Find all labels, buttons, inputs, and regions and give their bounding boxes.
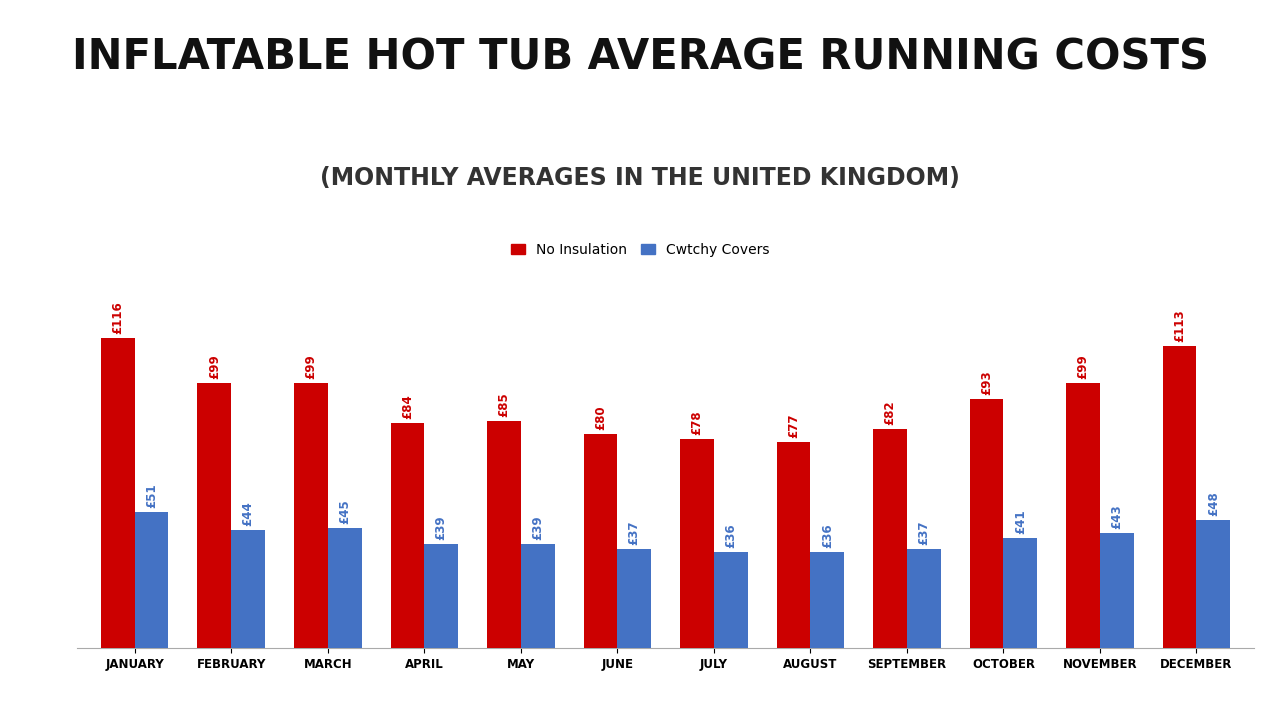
Text: £44: £44 — [242, 502, 255, 526]
Text: £37: £37 — [918, 521, 931, 545]
Text: £99: £99 — [207, 354, 221, 379]
Bar — [486, 420, 521, 648]
Bar — [680, 439, 714, 648]
Bar — [873, 428, 908, 648]
Text: £84: £84 — [401, 395, 413, 419]
Text: (MONTHLY AVERAGES IN THE UNITED KINGDOM): (MONTHLY AVERAGES IN THE UNITED KINGDOM) — [320, 166, 960, 189]
Legend: No Insulation, Cwtchy Covers: No Insulation, Cwtchy Covers — [506, 238, 774, 263]
Bar — [197, 383, 232, 648]
Text: £43: £43 — [1110, 505, 1124, 529]
Text: £37: £37 — [627, 521, 641, 545]
Text: INFLATABLE HOT TUB AVERAGE RUNNING COSTS: INFLATABLE HOT TUB AVERAGE RUNNING COSTS — [72, 36, 1208, 78]
Bar — [584, 434, 617, 648]
Bar — [1004, 539, 1037, 648]
Bar — [810, 552, 845, 648]
Bar — [970, 400, 1004, 648]
Bar — [1066, 383, 1100, 648]
Text: £36: £36 — [724, 523, 737, 548]
Text: £41: £41 — [1014, 510, 1027, 534]
Text: £113: £113 — [1172, 309, 1187, 342]
Text: £82: £82 — [883, 400, 896, 425]
Bar — [1100, 533, 1134, 648]
Text: £45: £45 — [338, 499, 351, 523]
Text: £80: £80 — [594, 405, 607, 430]
Bar — [714, 552, 748, 648]
Text: £99: £99 — [1076, 354, 1089, 379]
Text: £51: £51 — [145, 483, 159, 508]
Text: £99: £99 — [305, 354, 317, 379]
Bar — [294, 383, 328, 648]
Text: £36: £36 — [820, 523, 833, 548]
Bar — [1162, 346, 1197, 648]
Text: £39: £39 — [531, 515, 544, 540]
Bar — [521, 544, 554, 648]
Bar — [617, 549, 652, 648]
Bar — [134, 512, 169, 648]
Bar — [424, 544, 458, 648]
Bar — [328, 528, 361, 648]
Bar — [908, 549, 941, 648]
Bar — [1197, 520, 1230, 648]
Text: £85: £85 — [498, 392, 511, 417]
Bar — [101, 338, 134, 648]
Bar — [232, 531, 265, 648]
Text: £116: £116 — [111, 301, 124, 334]
Text: £78: £78 — [690, 411, 704, 436]
Bar — [390, 423, 424, 648]
Text: £93: £93 — [980, 371, 993, 395]
Bar — [777, 442, 810, 648]
Text: £77: £77 — [787, 413, 800, 438]
Text: £48: £48 — [1207, 491, 1220, 516]
Text: £39: £39 — [435, 515, 448, 540]
